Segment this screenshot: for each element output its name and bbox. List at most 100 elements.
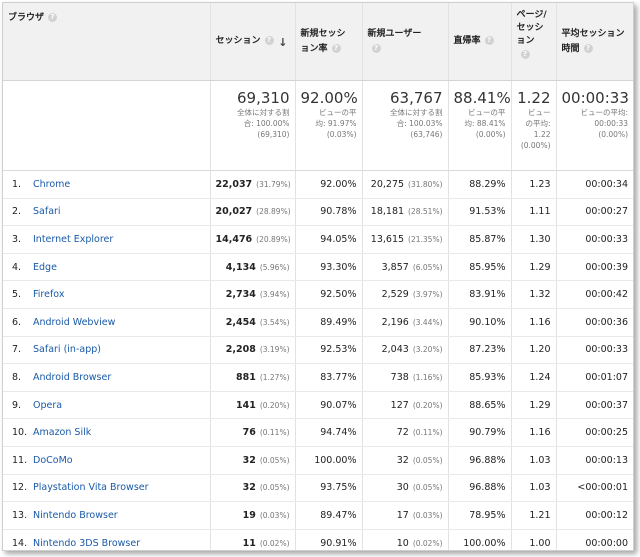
sessions-cell: 4,134 (5.96%)	[210, 253, 296, 282]
new-users-cell: 3,857 (6.05%)	[362, 253, 449, 282]
row-index: 10.	[12, 427, 28, 439]
col-pps-label-1: ページ/	[516, 10, 547, 20]
pages-per-session-cell: 1.03	[511, 446, 557, 475]
help-icon[interactable]: ?	[331, 43, 341, 53]
help-icon[interactable]: ?	[484, 36, 494, 45]
total-sub: 合: 100.03%	[396, 119, 443, 128]
avg-duration-cell: 00:00:42	[556, 280, 633, 309]
new-users-cell: 2,196 (3.44%)	[362, 308, 449, 337]
sessions-value: 4,134	[225, 261, 256, 273]
help-icon[interactable]: ?	[264, 36, 274, 45]
browser-link[interactable]: Chrome	[33, 178, 71, 190]
browser-link[interactable]: Opera	[33, 399, 63, 411]
new-users-cell: 127 (0.20%)	[362, 391, 449, 420]
total-sub: 00:00:33	[594, 119, 628, 128]
bounce-rate-cell: 90.79%	[448, 418, 512, 447]
sessions-percent: (28.89%)	[256, 207, 291, 217]
avg-duration-cell: 00:00:13	[556, 446, 633, 475]
new-users-percent: (0.03%)	[412, 510, 443, 520]
help-icon[interactable]: ?	[583, 43, 593, 53]
row-index: 3.	[12, 233, 22, 245]
pages-per-session-cell: 1.29	[511, 253, 557, 282]
new-users-cell: 30 (0.05%)	[362, 474, 449, 503]
bounce-rate-cell: 85.93%	[448, 363, 512, 392]
total-sub: 1.22	[533, 130, 551, 139]
col-new-users-header[interactable]: 新規ユーザー ?	[362, 3, 449, 81]
row-index: 13.	[12, 509, 28, 521]
bounce-rate-cell: 87.23%	[448, 336, 512, 365]
new-users-cell: 738 (1.16%)	[362, 363, 449, 392]
bounce-rate-cell: 78.95%	[448, 501, 512, 530]
col-sessions-header[interactable]: セッション? ↓	[210, 3, 296, 81]
new-session-rate-cell: 83.77%	[295, 363, 363, 392]
browser-cell: 13. Nintendo Browser	[3, 501, 211, 530]
new-session-rate-cell: 92.00%	[295, 170, 363, 199]
browser-link[interactable]: Edge	[33, 261, 57, 273]
help-icon[interactable]: ?	[48, 13, 58, 22]
col-bounce-rate-label: 直帰率	[453, 36, 481, 46]
sessions-percent: (3.54%)	[259, 317, 290, 327]
avg-duration-cell: 00:00:27	[556, 198, 633, 227]
sessions-cell: 76 (0.11%)	[210, 418, 296, 447]
totals-avg-duration: 00:00:33 ビューの平均: 00:00:33 (0.00%)	[556, 80, 633, 171]
browser-report-table: ブラウザ? セッション? ↓ 新規セッシ ョン率? 新規ユーザー ? 直帰率? …	[3, 3, 633, 550]
browser-cell: 3. Internet Explorer	[3, 225, 211, 254]
browser-link[interactable]: Safari (in-app)	[33, 344, 101, 356]
row-index: 4.	[12, 261, 22, 273]
col-new-session-rate-label-1: 新規セッシ	[300, 28, 346, 39]
new-session-rate-cell: 90.07%	[295, 391, 363, 420]
new-users-value: 127	[390, 399, 409, 411]
row-index: 12.	[12, 482, 28, 494]
browser-link[interactable]: Nintendo 3DS Browser	[33, 537, 141, 549]
new-users-percent: (3.97%)	[412, 290, 443, 300]
pages-per-session-cell: 1.16	[511, 418, 557, 447]
browser-link[interactable]: Android Browser	[33, 371, 112, 383]
browser-link[interactable]: Amazon Silk	[33, 427, 92, 439]
sort-desc-icon[interactable]: ↓	[278, 35, 288, 49]
sessions-cell: 881 (1.27%)	[210, 363, 296, 392]
table-row: 3. Internet Explorer 14,476 (20.89%) 94.05% 1…	[3, 225, 633, 254]
browser-link[interactable]: Nintendo Browser	[33, 509, 118, 521]
browser-cell: 2. Safari	[3, 198, 211, 227]
col-avg-duration-header[interactable]: 平均セッション 時間?	[556, 3, 633, 81]
sessions-cell: 2,208 (3.19%)	[210, 336, 296, 365]
col-pps-label-2: セッシ	[516, 23, 544, 33]
browser-link[interactable]: Internet Explorer	[33, 233, 114, 245]
col-pages-per-session-header[interactable]: ページ/ セッシ ョン ?	[511, 3, 557, 81]
pages-per-session-cell: 1.32	[511, 280, 557, 309]
new-session-rate-cell: 93.75%	[295, 474, 363, 503]
new-users-value: 3,857	[381, 261, 409, 273]
total-sub: (0.00%)	[475, 130, 506, 139]
col-new-session-rate-header[interactable]: 新規セッシ ョン率?	[295, 3, 363, 81]
sessions-cell: 32 (0.05%)	[210, 474, 296, 503]
help-icon[interactable]: ?	[371, 43, 381, 53]
table-row: 5. Firefox 2,734 (3.94%) 92.50% 2,529 (3.97%) 8…	[3, 280, 633, 309]
new-users-value: 10	[396, 537, 409, 549]
total-sub: (69,310)	[257, 130, 290, 139]
new-users-value: 20,275	[370, 178, 405, 190]
sessions-percent: (0.05%)	[259, 483, 290, 493]
table-row: 12. Playstation Vita Browser 32 (0.05%) 93.7…	[3, 474, 633, 503]
browser-link[interactable]: Playstation Vita Browser	[33, 482, 149, 494]
sessions-value: 32	[242, 454, 256, 466]
bounce-rate-cell: 85.87%	[448, 225, 512, 254]
sessions-percent: (0.02%)	[259, 538, 290, 548]
sessions-cell: 2,454 (3.54%)	[210, 308, 296, 337]
new-users-cell: 20,275 (31.80%)	[362, 170, 449, 199]
row-index: 2.	[12, 206, 22, 218]
browser-cell: 14. Nintendo 3DS Browser	[3, 529, 211, 550]
bounce-rate-cell: 96.88%	[448, 474, 512, 503]
browser-link[interactable]: Safari	[33, 206, 61, 218]
browser-link[interactable]: DoCoMo	[33, 454, 73, 466]
pages-per-session-cell: 1.03	[511, 474, 557, 503]
browser-link[interactable]: Android Webview	[33, 316, 116, 328]
browser-cell: 10. Amazon Silk	[3, 418, 211, 447]
new-users-value: 18,181	[370, 206, 405, 218]
col-bounce-rate-header[interactable]: 直帰率?	[448, 3, 512, 81]
new-users-percent: (1.16%)	[412, 372, 443, 382]
total-sub: 均: 88.41%	[464, 119, 506, 128]
browser-link[interactable]: Firefox	[33, 289, 65, 301]
help-icon[interactable]: ?	[520, 50, 530, 59]
bounce-rate-cell: 100.00%	[448, 529, 512, 550]
new-users-percent: (28.51%)	[408, 207, 443, 217]
